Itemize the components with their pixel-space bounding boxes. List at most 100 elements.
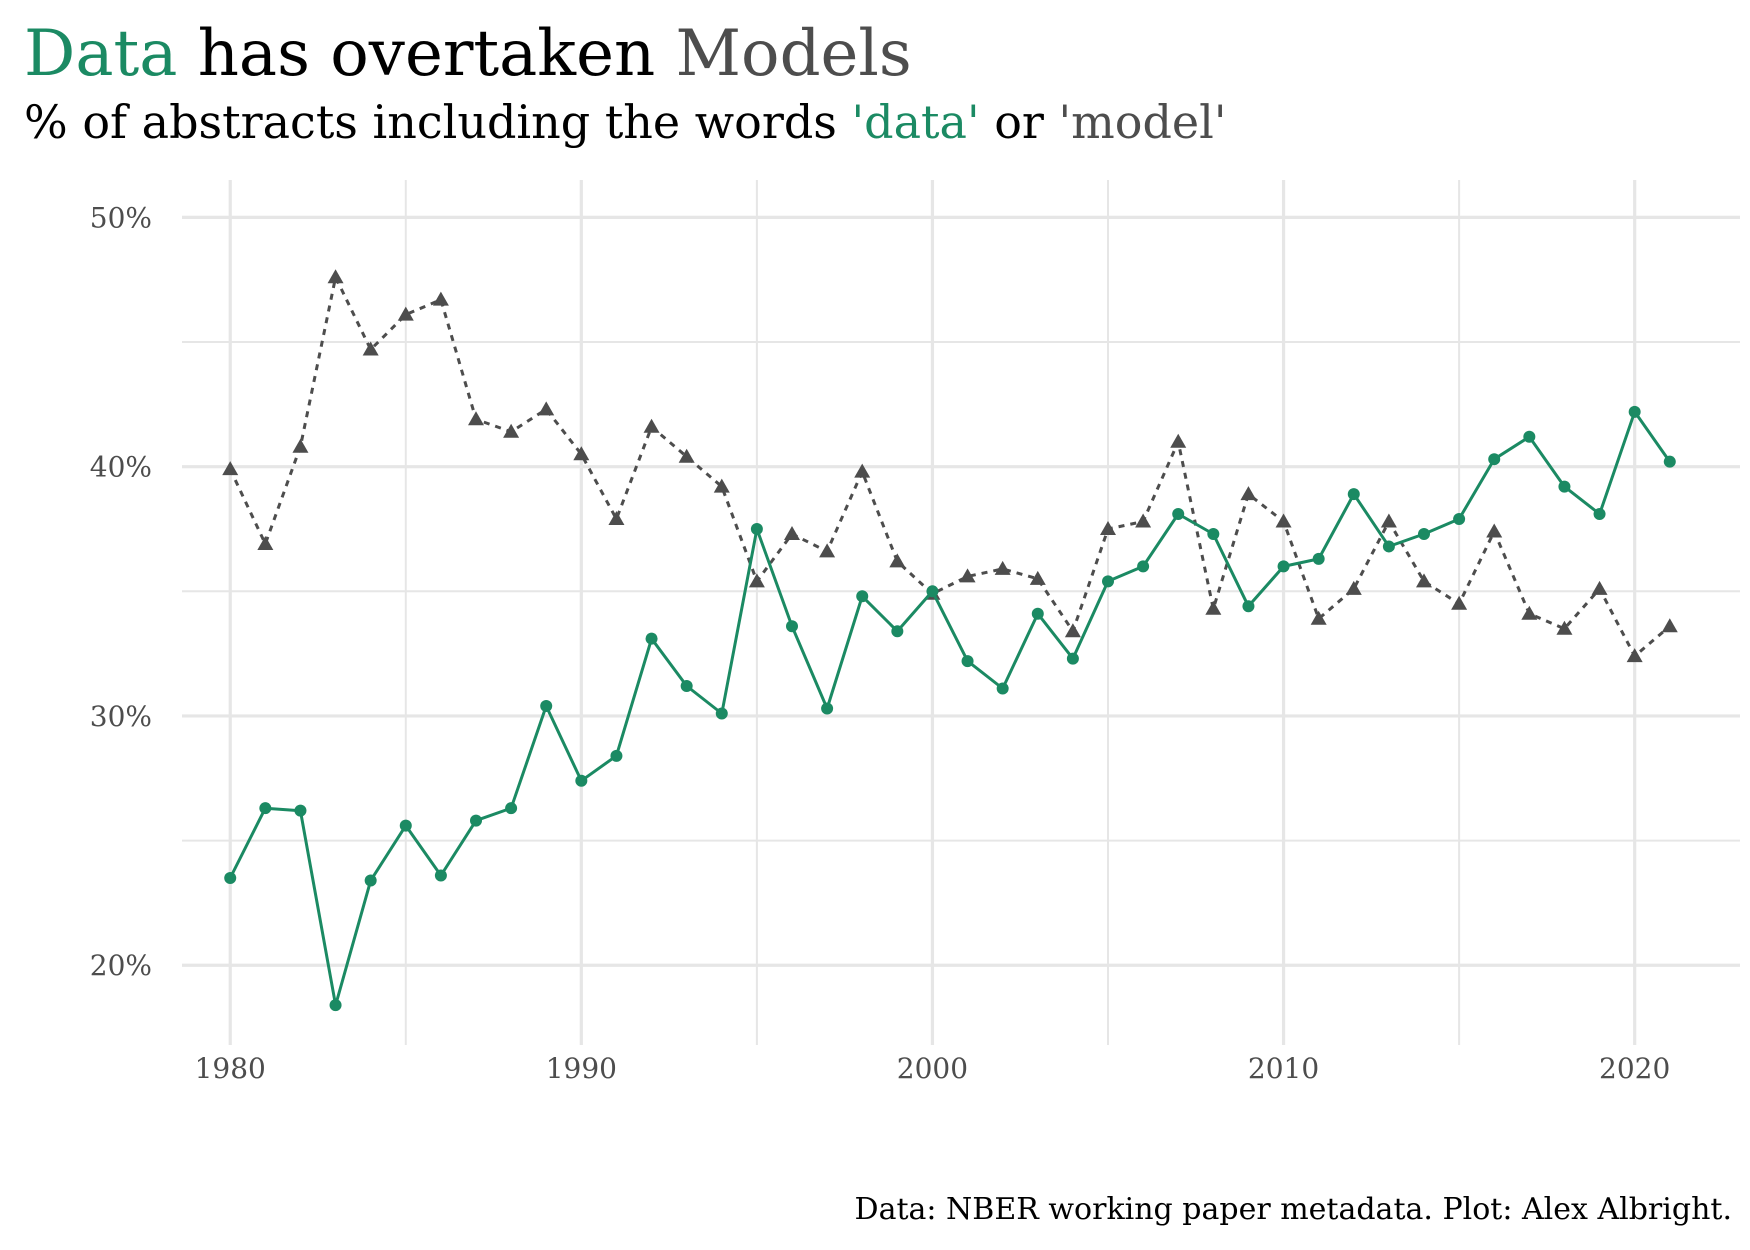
series-data [224, 405, 1676, 1012]
data-point [786, 620, 798, 633]
chart-subtitle: % of abstracts including the words 'data… [24, 92, 1227, 152]
x-tick-label: 2020 [1599, 1052, 1670, 1085]
model-point [1556, 620, 1573, 635]
data-point [1347, 488, 1360, 501]
chart-caption: Data: NBER working paper metadata. Plot:… [854, 1192, 1732, 1227]
model-point [678, 448, 695, 463]
model-point [1345, 580, 1362, 595]
model-point [468, 411, 484, 426]
subtitle-model-word: 'model' [1058, 95, 1227, 149]
subtitle-prefix: % of abstracts including the words [24, 95, 852, 149]
data-point [1066, 652, 1079, 665]
series-model [222, 269, 1678, 663]
data-point [259, 802, 272, 815]
model-point [784, 525, 800, 540]
model-point [1451, 595, 1468, 610]
data-point [1031, 607, 1044, 620]
model-point [608, 511, 625, 526]
data-point [505, 802, 518, 815]
model-point [1029, 570, 1046, 585]
x-tick-label: 1980 [195, 1052, 266, 1085]
model-point [748, 573, 765, 588]
model-point [1416, 573, 1432, 588]
model-point [854, 463, 871, 478]
data-point [1558, 480, 1571, 493]
data-point [1207, 527, 1220, 540]
model-point [362, 341, 379, 356]
model-point [432, 291, 449, 306]
data-point [329, 999, 342, 1012]
data-point [1242, 600, 1255, 613]
model-point [1521, 605, 1538, 620]
model-point [538, 401, 555, 416]
data-point [1172, 508, 1185, 521]
data-point [996, 682, 1009, 695]
model-point [292, 438, 309, 453]
model-point [1064, 623, 1081, 638]
model-point [222, 461, 239, 476]
model-point [819, 543, 836, 558]
data-point [294, 804, 307, 817]
y-tick-label: 40% [90, 451, 152, 484]
subtitle-data-word: 'data' [851, 95, 980, 149]
model-point [397, 306, 414, 321]
x-tick-label: 2010 [1248, 1052, 1319, 1085]
data-point [1312, 552, 1325, 565]
data-point [645, 632, 658, 645]
data-point [540, 699, 553, 712]
chart-title: Data has overtaken Models [24, 14, 912, 94]
model-point [1591, 580, 1608, 595]
model-point [257, 535, 274, 550]
model-point [643, 418, 660, 433]
model-point [959, 568, 976, 583]
model-point [1100, 520, 1116, 535]
model-point [1626, 648, 1643, 663]
data-point [434, 869, 447, 882]
model-point [889, 553, 906, 568]
data-point [961, 655, 974, 668]
data-point [926, 585, 939, 598]
data-point [1628, 405, 1641, 418]
series-group [222, 269, 1678, 1012]
data-point [1277, 560, 1290, 573]
data-point [1382, 540, 1395, 553]
model-point [1205, 600, 1222, 615]
data-point [1102, 575, 1114, 588]
y-tick-label: 50% [90, 201, 152, 234]
model-point [1240, 486, 1257, 501]
data-point [1453, 513, 1466, 526]
axis-tick-labels: 1980 1990 2000 2010 2020 20% 30% 40% 50% [90, 201, 1671, 1085]
data-point [364, 874, 377, 887]
data-point [1523, 430, 1536, 443]
data-point [715, 707, 728, 720]
model-point [713, 478, 730, 493]
model-point [1380, 513, 1397, 528]
series-line [228, 410, 1672, 1007]
model-point [327, 269, 344, 284]
y-tick-label: 30% [90, 700, 152, 733]
data-point [610, 749, 623, 762]
model-point [503, 423, 520, 438]
x-tick-label: 2000 [897, 1052, 968, 1085]
grid-lines [182, 180, 1740, 1045]
model-point [1486, 523, 1503, 538]
model-point [1135, 513, 1152, 528]
model-point [1661, 618, 1678, 633]
data-point [680, 680, 693, 693]
subtitle-or: or [979, 95, 1059, 149]
data-point [1137, 560, 1150, 573]
data-point [891, 625, 904, 638]
data-point [1418, 527, 1430, 540]
title-data-word: Data [24, 17, 178, 91]
data-point [224, 871, 237, 884]
data-point [470, 814, 482, 827]
data-point [399, 819, 412, 832]
x-tick-label: 1990 [546, 1052, 617, 1085]
model-point [573, 446, 590, 461]
data-point [856, 590, 869, 603]
data-point [575, 774, 588, 787]
data-point [1593, 508, 1606, 521]
data-point [1663, 455, 1676, 468]
data-point [1488, 453, 1501, 466]
